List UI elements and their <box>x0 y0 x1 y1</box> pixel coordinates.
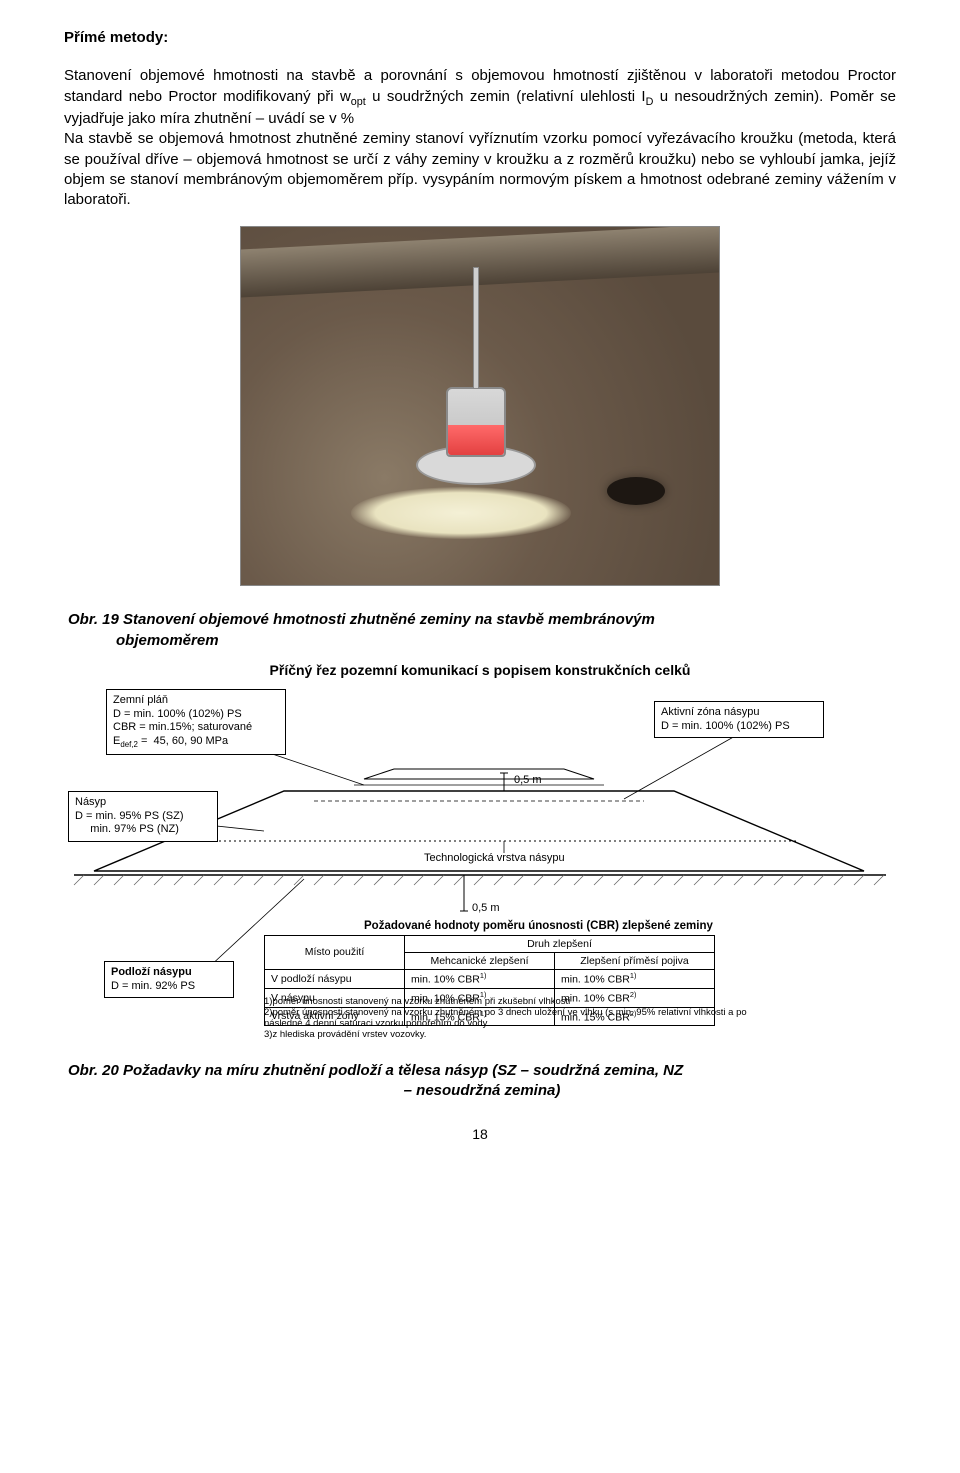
cbr-footnotes: 1)poměr únosnosti stanovený na vzorku zh… <box>264 997 784 1041</box>
figure-19-photo <box>240 226 720 586</box>
figure-20-diagram: Příčný řez pozemní komunikací s popisem … <box>64 661 896 1041</box>
callout-zemni-plan: Zemní pláň D = min. 100% (102%) PS CBR =… <box>106 689 286 755</box>
callout-podlozi: Podloží násypu D = min. 92% PS <box>104 961 234 999</box>
paragraph-1: Stanovení objemové hmotnosti na stavbě a… <box>64 66 896 210</box>
figure-19-caption: Obr. 19 Stanovení objemové hmotnosti zhu… <box>64 610 896 651</box>
page-number: 18 <box>64 1125 896 1144</box>
callout-aktivni-zona: Aktivní zóna násypu D = min. 100% (102%)… <box>654 701 824 739</box>
dimension-top: 0,5 m <box>514 773 542 788</box>
table-row: V podloží násypu min. 10% CBR1) min. 10%… <box>265 970 715 989</box>
cbr-table-caption: Požadované hodnoty poměru únosnosti (CBR… <box>364 919 713 935</box>
figure-20-caption: Obr. 20 Požadavky na míru zhutnění podlo… <box>64 1061 896 1102</box>
paragraph-2: Na stavbě se objemová hmotnost zhutněné … <box>64 130 896 208</box>
label-tech-layer: Technologická vrstva násypu <box>424 851 565 866</box>
callout-nasyp: Násyp D = min. 95% PS (SZ) min. 97% PS (… <box>68 791 218 842</box>
section-heading: Přímé metody: <box>64 28 896 48</box>
dimension-bottom: 0,5 m <box>472 901 500 916</box>
